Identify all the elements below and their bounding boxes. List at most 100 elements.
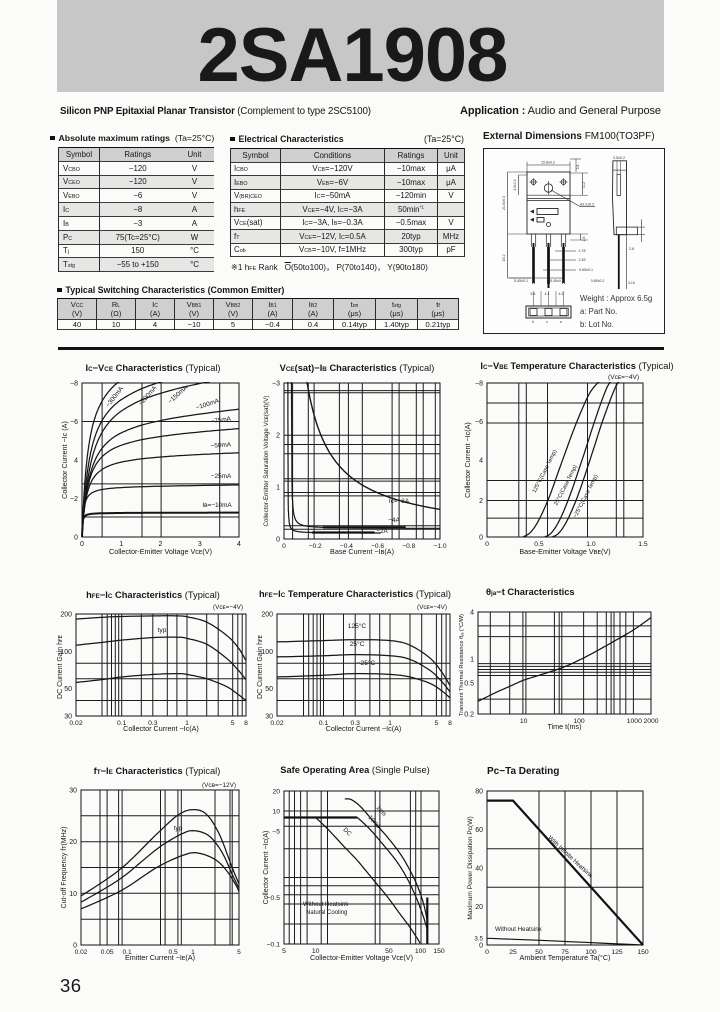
svg-text:Emitter Current −Iᴇ(A): Emitter Current −Iᴇ(A) (125, 953, 195, 962)
svg-text:Collector Current −Iᴄ(A): Collector Current −Iᴄ(A) (326, 724, 402, 733)
svg-text:125: 125 (611, 949, 623, 956)
svg-text:0.2: 0.2 (464, 712, 474, 719)
svg-text:4.5: 4.5 (559, 292, 564, 296)
svg-text:2.8: 2.8 (629, 247, 634, 251)
svg-text:Natural Cooling: Natural Cooling (306, 910, 347, 916)
svg-text:0: 0 (80, 541, 84, 548)
svg-text:20: 20 (475, 904, 483, 911)
svg-text:0: 0 (282, 543, 286, 550)
svg-text:Maximum Power Dissipation Pc(W: Maximum Power Dissipation Pc(W) (467, 816, 474, 919)
svg-text:0.5: 0.5 (464, 680, 474, 687)
svg-text:(Vᴄʙ=−12V): (Vᴄʙ=−12V) (202, 782, 236, 789)
svg-text:10: 10 (69, 891, 77, 898)
svg-text:2: 2 (159, 541, 163, 548)
svg-text:−0.2: −0.2 (309, 543, 322, 550)
svg-text:5: 5 (435, 720, 439, 727)
svg-text:Collector Current −Iᴄ(A): Collector Current −Iᴄ(A) (263, 831, 270, 905)
svg-text:DC Current Gain hғᴇ: DC Current Gain hғᴇ (257, 634, 264, 699)
svg-text:−0.1: −0.1 (267, 942, 281, 949)
svg-text:1.5: 1.5 (638, 541, 648, 548)
svg-text:0: 0 (276, 537, 280, 544)
svg-text:Collector Current −Iᴄ(A): Collector Current −Iᴄ(A) (463, 422, 472, 498)
svg-text:2: 2 (479, 498, 483, 505)
svg-text:4: 4 (479, 458, 483, 465)
svg-text:typ: typ (158, 627, 167, 634)
svg-text:b: b (532, 320, 534, 324)
svg-text:3.5±0.2: 3.5±0.2 (513, 179, 517, 190)
svg-text:25: 25 (509, 949, 517, 956)
svg-text:ø3.2±0.2: ø3.2±0.2 (580, 203, 594, 207)
svg-text:c: c (546, 320, 548, 324)
svg-text:0.5: 0.5 (534, 541, 544, 548)
svg-text:50: 50 (265, 686, 273, 693)
svg-text:−6: −6 (475, 419, 483, 426)
svg-text:25°C: 25°C (350, 640, 365, 648)
svg-text:−75mA: −75mA (210, 416, 232, 426)
svg-text:Without Heatsink: Without Heatsink (495, 926, 543, 933)
svg-text:−2: −2 (70, 496, 78, 503)
svg-text:1: 1 (470, 657, 474, 664)
svg-text:1: 1 (191, 949, 195, 956)
svg-text:Collector-Emitter Voltage Vᴄᴇ(: Collector-Emitter Voltage Vᴄᴇ(V) (310, 953, 413, 962)
svg-text:DC: DC (341, 826, 353, 838)
svg-text:typ: typ (174, 825, 183, 832)
svg-text:125°C(Case Temp): 125°C(Case Temp) (532, 449, 559, 494)
svg-text:0.05: 0.05 (101, 949, 114, 956)
svg-text:2.45: 2.45 (579, 258, 586, 262)
svg-text:10: 10 (272, 809, 280, 816)
svg-text:5.45±0.1: 5.45±0.1 (514, 279, 528, 283)
svg-text:−5: −5 (272, 829, 280, 836)
svg-text:5.4: 5.4 (531, 292, 536, 296)
svg-text:−0.4: −0.4 (340, 543, 353, 550)
svg-text:3.15: 3.15 (628, 281, 635, 285)
svg-text:3.5±0.2: 3.5±0.2 (613, 156, 625, 160)
svg-text:40: 40 (475, 866, 483, 873)
svg-text:Base-Emitter Voltage Vʙᴇ(V): Base-Emitter Voltage Vʙᴇ(V) (519, 547, 610, 556)
svg-text:80: 80 (475, 789, 483, 796)
svg-text:20: 20 (272, 789, 280, 796)
svg-text:Transient Thermal Resistance θ: Transient Thermal Resistance θⱼₐ (°C/W) (459, 614, 465, 716)
svg-text:0: 0 (485, 541, 489, 548)
svg-text:20: 20 (69, 839, 77, 846)
svg-text:1: 1 (276, 485, 280, 492)
svg-text:3: 3 (198, 541, 202, 548)
svg-text:2: 2 (276, 433, 280, 440)
svg-text:8: 8 (448, 720, 452, 727)
svg-text:−1.0: −1.0 (433, 543, 446, 550)
svg-text:−100mA: −100mA (195, 397, 221, 411)
svg-text:5: 5 (231, 720, 235, 727)
svg-text:10: 10 (312, 948, 320, 955)
svg-text:3.8: 3.8 (576, 165, 580, 170)
svg-text:150: 150 (433, 948, 445, 955)
svg-text:−50mA: −50mA (210, 441, 232, 449)
svg-text:−0.6: −0.6 (371, 543, 384, 550)
svg-text:Cut-off Frequency fᴛ(MHz): Cut-off Frequency fᴛ(MHz) (61, 826, 68, 908)
svg-text:Collector Current −Iᴄ (A): Collector Current −Iᴄ (A) (60, 421, 69, 499)
svg-text:21.6±0.3: 21.6±0.3 (502, 196, 506, 210)
svg-text:4: 4 (74, 458, 78, 465)
svg-text:1.78: 1.78 (579, 249, 586, 253)
svg-text:5: 5 (282, 948, 286, 955)
svg-text:Collector-Emitter Saturation V: Collector-Emitter Saturation Voltage Vᴄᴇ… (263, 396, 270, 527)
svg-text:150: 150 (637, 949, 649, 956)
svg-text:200: 200 (261, 612, 273, 619)
svg-text:50: 50 (385, 948, 393, 955)
svg-text:(Vᴄᴇ=−4V): (Vᴄᴇ=−4V) (213, 604, 243, 611)
svg-text:0.3: 0.3 (148, 720, 158, 727)
svg-text:50: 50 (535, 949, 543, 956)
svg-text:100: 100 (60, 649, 72, 656)
svg-text:30: 30 (64, 714, 72, 721)
svg-text:With Infinite Heatsink: With Infinite Heatsink (546, 835, 594, 880)
svg-text:Collector-Emitter Voltage Vᴄᴇ(: Collector-Emitter Voltage Vᴄᴇ(V) (109, 547, 212, 556)
svg-text:0: 0 (485, 949, 489, 956)
svg-text:−0.5: −0.5 (267, 895, 281, 902)
svg-text:−0.8: −0.8 (402, 543, 415, 550)
svg-text:a: Part No.: a: Part No. (580, 307, 617, 316)
svg-text:Ambient Temperature Ta(°C): Ambient Temperature Ta(°C) (520, 953, 611, 962)
svg-text:−4A: −4A (388, 517, 400, 524)
svg-text:0.5: 0.5 (169, 949, 178, 956)
svg-text:15.2: 15.2 (502, 255, 506, 262)
svg-text:Iᴄ=−8A: Iᴄ=−8A (389, 498, 410, 505)
svg-text:DC Current Gain hғᴇ: DC Current Gain hғᴇ (57, 634, 64, 699)
svg-text:0.02: 0.02 (75, 949, 88, 956)
